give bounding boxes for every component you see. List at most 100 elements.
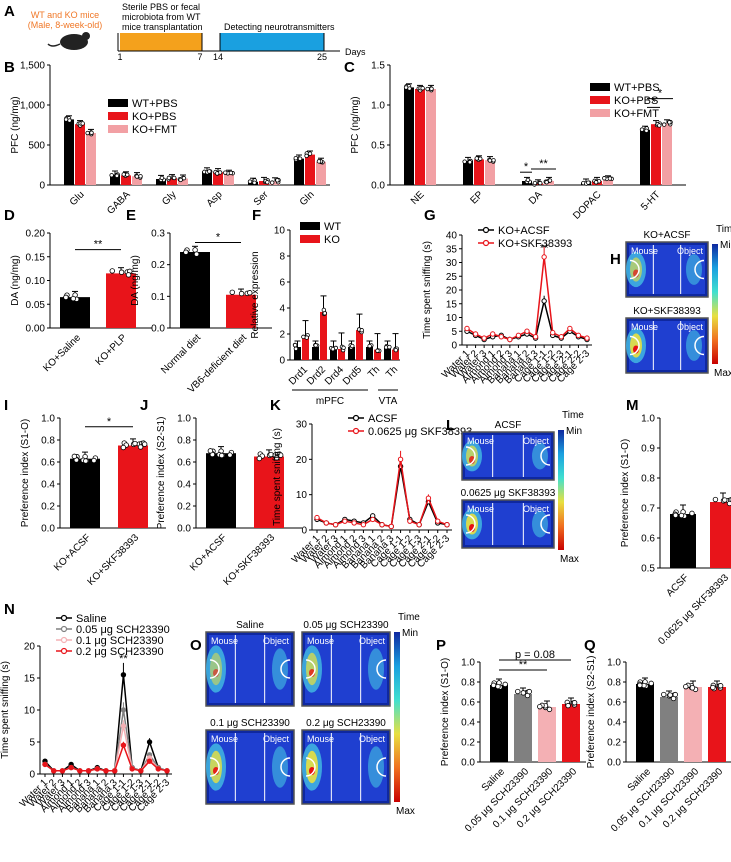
panel-n-series-line <box>44 725 168 772</box>
panel-o-colorbar-max: Max <box>396 806 415 817</box>
panel-b-bar <box>213 172 223 185</box>
panel-k-point <box>360 522 367 528</box>
panel-k-series-line <box>316 459 448 528</box>
heatmap-l2-cage-mouse <box>465 514 476 534</box>
heatmap-l2: Mouse Object 0.0625 μg SKF38393 <box>461 488 556 549</box>
panel-q-bar <box>636 684 654 762</box>
panel-n-point <box>146 739 153 745</box>
heatmap-h2-title: KO+SKF38393 <box>633 306 701 317</box>
heatmap-h2-cage-mouse <box>629 335 640 356</box>
panel-b-bar <box>121 175 131 185</box>
panel-g-y-tick-label: 5 <box>451 327 457 338</box>
panel-a-letter: A <box>4 3 15 20</box>
panel-n-point <box>120 707 127 713</box>
panel-n-point <box>42 761 48 768</box>
panel-n-y-tick-label: 5 <box>29 738 35 749</box>
panel-m-y-tick-label: 0.7 <box>641 504 655 515</box>
data-point <box>607 176 613 181</box>
data-point <box>393 347 399 353</box>
legend-f-swatch <box>300 235 320 243</box>
heatmap-l2-mouse-label: Mouse <box>467 504 494 514</box>
panel-n-letter: N <box>4 601 15 618</box>
data-point <box>593 180 599 185</box>
data-point <box>487 158 493 163</box>
panel-f-y-tick-label: 8 <box>279 252 285 263</box>
panel-g-y-tick-label: 20 <box>446 286 458 297</box>
data-point <box>387 344 392 350</box>
data-point <box>490 682 497 688</box>
heatmap-h1-cage-mouse <box>629 259 640 280</box>
legend-n-swatch-marker <box>60 625 68 633</box>
panel-e-y-tick-label: 0.3 <box>151 229 165 240</box>
heatmap-o2-object-label: Object <box>359 636 386 646</box>
panel-g-y-label: Time spent sniffing (s) <box>422 241 433 339</box>
heatmap-o1-cage-object <box>280 659 291 679</box>
panel-g-y-tick-label: 10 <box>446 313 458 324</box>
data-point <box>544 180 549 185</box>
data-point <box>137 444 144 450</box>
panel-d-y-tick-label: 0.00 <box>26 324 46 335</box>
data-point <box>134 174 140 179</box>
heatmap-o2-mouse-label: Mouse <box>307 636 334 646</box>
data-point <box>359 328 364 333</box>
vta-group-label: VTA <box>379 396 398 407</box>
panel-b-bar <box>167 178 177 185</box>
heatmap-o3-hotspot <box>272 746 288 788</box>
panel-n-point <box>164 768 170 774</box>
data-point <box>83 458 89 464</box>
panel-c-x-tick-label: DOPAC <box>571 189 603 221</box>
panel-g-point <box>532 334 539 340</box>
panel-q-y-tick-label: 0.2 <box>607 738 621 749</box>
heatmap-l1-cage-object <box>540 446 551 466</box>
panel-p-y-label: Preference index (S1-O) <box>440 658 451 766</box>
panel-b-bar <box>294 158 304 185</box>
panel-m-y-label: Preference index (S1-O) <box>620 439 631 547</box>
panel-q-y-label: Preference index (S2-S1) <box>586 656 597 769</box>
data-point <box>639 127 645 132</box>
panel-b-x-tick-label: Glu <box>68 189 87 208</box>
heatmap-o2-hotspot <box>368 648 384 690</box>
panel-m-y-tick-label: 1.0 <box>641 414 655 425</box>
panel-i-y-tick-label: 0.2 <box>41 502 55 513</box>
timeline-box1-text: Sterile PBS or fecal <box>122 2 200 12</box>
data-point <box>256 455 263 462</box>
legend-b-label: KO+FMT <box>132 124 177 136</box>
panel-i-y-tick-label: 0.4 <box>41 480 55 491</box>
panel-h-colorbar-min: Min <box>720 240 731 251</box>
panel-n-point <box>129 766 135 772</box>
panel-h-colorbar <box>712 244 718 364</box>
timeline-day-label: 14 <box>213 52 223 62</box>
timeline-detect-bar <box>220 33 324 51</box>
heatmap-o4-cage-mouse <box>305 757 316 777</box>
data-point <box>491 158 496 163</box>
panel-k-point <box>351 520 357 526</box>
panel-f-bar <box>330 347 337 360</box>
panel-c-bar <box>463 161 473 185</box>
heatmap-h2-hotspot <box>686 330 702 361</box>
data-point <box>141 441 148 447</box>
panel-c-x-tick-label: 5-HT <box>639 189 663 213</box>
data-point <box>350 343 355 349</box>
data-point <box>238 290 245 297</box>
data-point <box>462 159 467 164</box>
legend-n-swatch-marker <box>60 636 68 644</box>
panel-c-y-label: PFC (ng/mg) <box>350 96 361 153</box>
panel-j-y-tick-label: 1.0 <box>177 414 191 425</box>
panel-p-y-tick-label: 0.8 <box>461 678 475 689</box>
legend-k-label: ACSF <box>368 413 398 425</box>
panel-c-bar <box>474 159 484 185</box>
legend-b-swatch <box>108 99 128 107</box>
panel-c-y-tick-label: 1.0 <box>371 101 385 112</box>
panel-g-letter: G <box>424 207 436 224</box>
panel-f-x-tick-label: Drd4 <box>323 364 346 387</box>
legend-b-label: KO+PBS <box>132 111 176 123</box>
panel-i-y-tick-label: 0.6 <box>41 458 55 469</box>
panel-k-y-tick-label: 10 <box>296 490 308 501</box>
data-point <box>538 180 543 186</box>
panel-n-point <box>59 768 66 774</box>
panel-j-bar <box>206 453 236 528</box>
heatmap-o1-title: Saline <box>236 620 264 631</box>
panel-o-colorbar <box>394 632 400 802</box>
legend-c-label: WT+PBS <box>614 82 660 94</box>
panel-q-letter: Q <box>584 637 596 654</box>
